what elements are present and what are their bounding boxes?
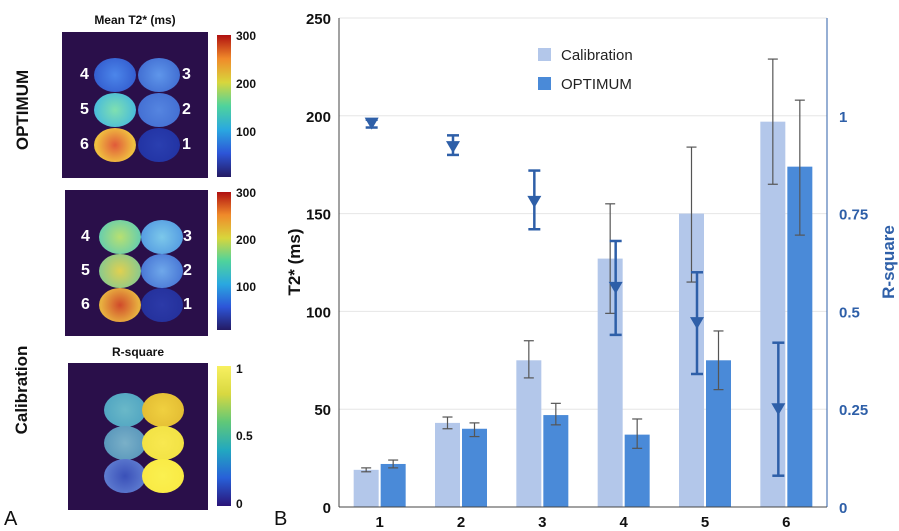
x-tick-label: 2 <box>457 514 465 531</box>
rsquare-marker <box>690 317 704 330</box>
vial-disc <box>104 459 146 493</box>
panel-letter-b: B <box>274 508 288 530</box>
vial-number: 6 <box>80 136 89 153</box>
y-tick-label-right: 0.25 <box>839 402 868 419</box>
colorbar-tick: 200 <box>236 233 257 247</box>
rsquare-map <box>68 363 208 510</box>
vial-disc <box>99 220 141 254</box>
vial-number: 3 <box>182 66 191 83</box>
vial-number: 5 <box>80 101 89 118</box>
bar-calibration <box>353 469 379 507</box>
colorbar-tick: 0 <box>236 497 243 511</box>
x-tick-label: 6 <box>782 514 790 531</box>
rsquare-marker <box>527 195 542 208</box>
y-tick-label: 200 <box>306 109 331 126</box>
y-tick-label-right: 0 <box>839 500 847 517</box>
vial-disc <box>94 128 136 162</box>
vial-number: 6 <box>81 296 90 313</box>
bars <box>353 121 813 507</box>
vial-disc <box>104 393 146 427</box>
legend-swatch-optimum <box>538 77 551 90</box>
vial-disc <box>104 426 146 460</box>
error-bars <box>361 58 805 473</box>
right-tick-labels: 0 0.25 0.5 0.75 1 <box>839 109 868 517</box>
y-tick-label: 150 <box>306 207 331 224</box>
vial-disc <box>138 93 180 127</box>
vial-number: 4 <box>80 66 89 83</box>
t2-colorbar <box>217 192 231 330</box>
vial-number: 1 <box>183 296 192 313</box>
panel-letter-a: A <box>4 508 18 530</box>
bar-calibration <box>435 422 460 507</box>
map1-title: Mean T2* (ms) <box>94 13 176 27</box>
bar-optimum <box>543 415 569 507</box>
vial-disc <box>141 288 183 322</box>
colorbar-tick: 100 <box>236 280 257 294</box>
rsquare-marker <box>446 141 460 154</box>
y-tick-label: 250 <box>306 11 331 28</box>
bar-calibration <box>516 360 542 507</box>
colorbar-tick: 200 <box>236 77 257 91</box>
vial-disc <box>99 254 141 288</box>
colorbar-tick: 100 <box>236 125 257 139</box>
x-tick-label: 3 <box>538 514 546 531</box>
left-tick-labels: 0 50 100 150 200 250 <box>306 11 331 517</box>
x-tick-label: 5 <box>701 514 709 531</box>
y-tick-label-right: 0.5 <box>839 304 860 321</box>
colorbar-tick: 300 <box>236 186 257 200</box>
vial-disc <box>138 128 180 162</box>
y-tick-label: 0 <box>323 500 331 517</box>
rsquare-colorbar <box>217 366 231 506</box>
x-tick-label: 1 <box>375 514 383 531</box>
map3-title: R-square <box>111 345 164 359</box>
legend-label-optimum: OPTIMUM <box>561 76 632 93</box>
vial-disc <box>99 288 141 322</box>
vial-number: 1 <box>182 136 191 153</box>
y-tick-label-right: 0.75 <box>839 207 868 224</box>
colorbar-tick: 300 <box>236 29 257 43</box>
vial-disc <box>141 220 183 254</box>
x-tick-labels: 1 2 3 4 5 6 <box>375 514 790 531</box>
bar-calibration <box>760 121 786 507</box>
x-tick-label: 4 <box>619 514 628 531</box>
t2-colorbar <box>217 35 231 177</box>
gridlines <box>339 17 827 410</box>
y-tick-label: 100 <box>306 304 331 321</box>
vial-number: 2 <box>183 262 192 279</box>
y-tick-label: 50 <box>314 402 331 419</box>
vial-disc <box>142 393 184 427</box>
legend-swatch-calibration <box>538 48 551 61</box>
vial-number: 4 <box>81 228 90 245</box>
vial-disc <box>142 426 184 460</box>
vial-disc <box>138 58 180 92</box>
vial-disc <box>94 93 136 127</box>
y-axis-label-right: R-square <box>879 225 898 299</box>
rsquare-marker <box>364 117 379 130</box>
vial-number: 5 <box>81 262 90 279</box>
rsquare-marker <box>771 403 786 416</box>
bar-optimum <box>462 428 487 507</box>
calibration-t2-map: 4 3 5 2 6 1 <box>65 190 208 336</box>
colorbar-tick: 0.5 <box>236 429 253 443</box>
rsquare-markers <box>364 117 786 477</box>
bar-optimum <box>380 463 406 507</box>
vial-disc <box>141 254 183 288</box>
vial-disc <box>94 58 136 92</box>
vial-number: 3 <box>183 228 192 245</box>
legend: Calibration OPTIMUM <box>538 47 633 93</box>
vial-number: 2 <box>182 101 191 118</box>
vial-disc <box>142 459 184 493</box>
y-tick-label-right: 1 <box>839 109 847 126</box>
optimum-t2-map: 4 3 5 2 6 1 <box>62 32 208 178</box>
y-axis-label: T2* (ms) <box>285 228 304 295</box>
colorbar-tick: 1 <box>236 362 243 376</box>
legend-label-calibration: Calibration <box>561 47 633 64</box>
rsquare-marker <box>608 281 623 294</box>
